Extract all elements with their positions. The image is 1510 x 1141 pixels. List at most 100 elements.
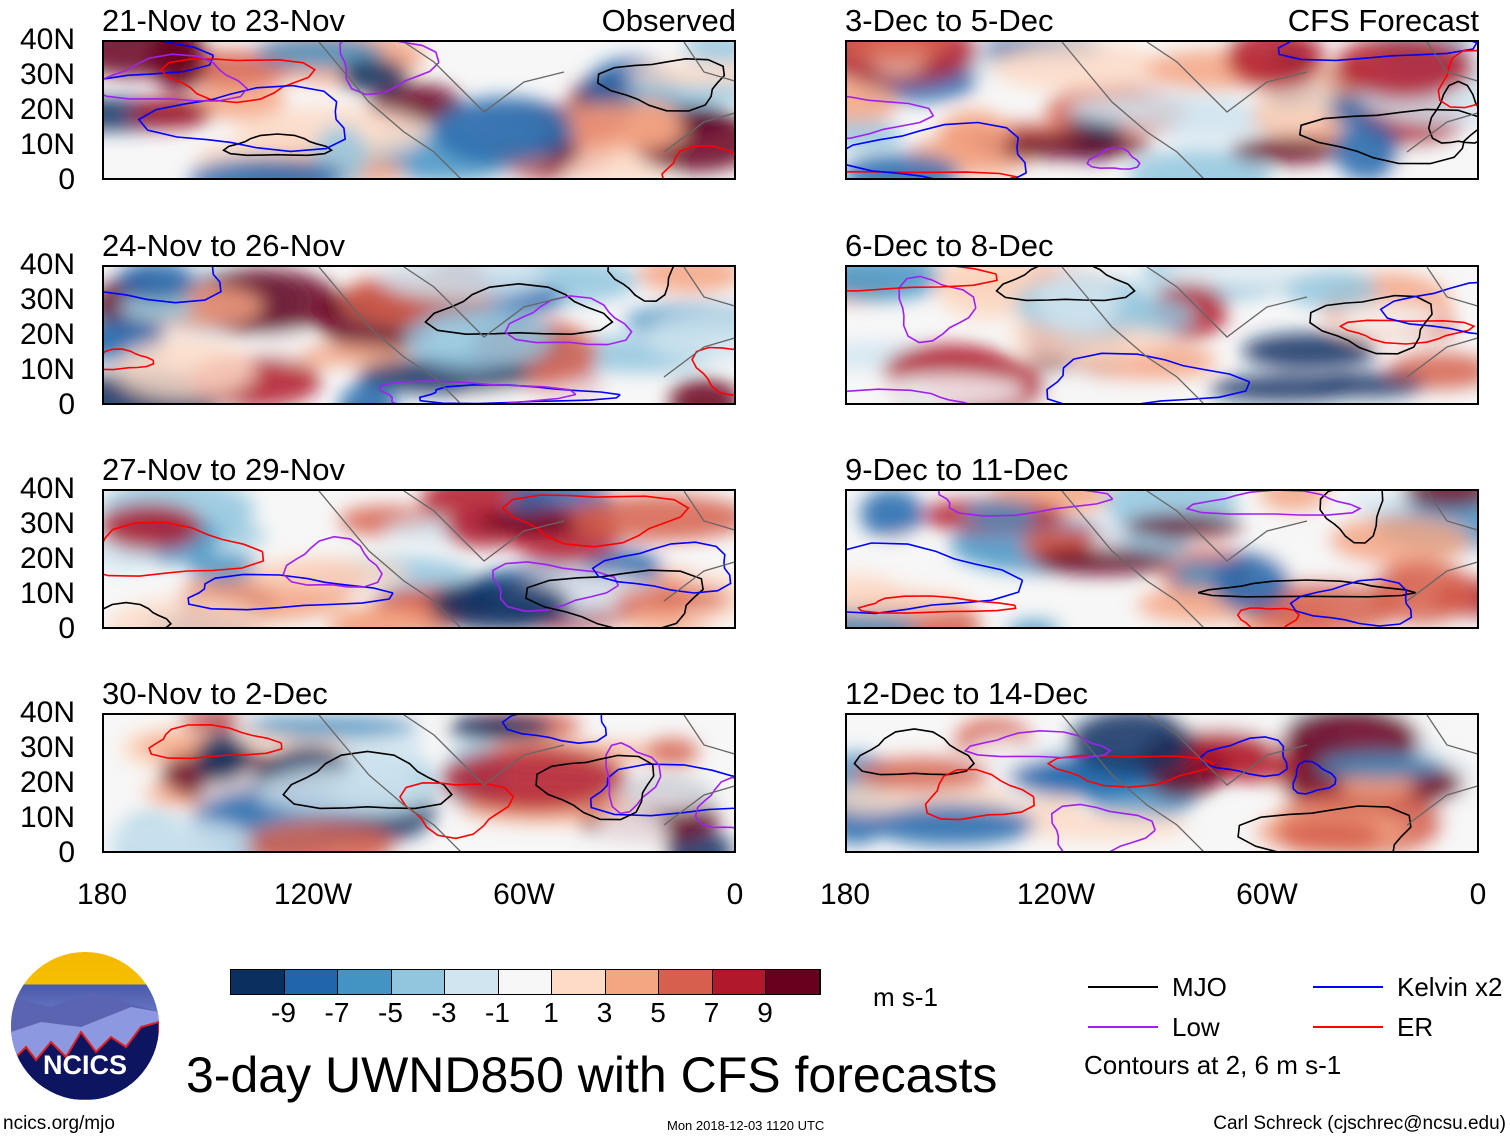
legend-line-mjo [1088,986,1158,988]
anomaly-blob [1308,372,1426,397]
anomaly-blob [1283,269,1379,309]
wave-contour [938,491,1114,517]
wave-contour [535,754,655,821]
anomaly-blob [253,326,308,366]
legend-line-low [1088,1026,1158,1028]
colorbar-label: -1 [485,997,510,1028]
coastline [318,715,734,851]
lat-label: 40N [19,248,75,281]
anomaly-blob [550,102,686,152]
footer-author: Carl Schreck (cjschrec@ncsu.edu) [1213,1113,1506,1134]
anomaly-blob [989,42,1165,92]
anomaly-blob [106,597,273,627]
anomaly-blob [847,588,969,615]
panel-title: 9-Dec to 11-Dec [845,452,1069,487]
legend-line-er [1313,1026,1383,1028]
anomaly-blob [104,42,198,78]
anomaly-blob [1124,514,1243,538]
lon-label: 0 [726,878,744,911]
wave-contour [1199,736,1288,778]
anomaly-blob [1259,491,1328,512]
anomaly-blob [195,732,250,783]
lon-label: 180 [819,878,871,911]
anomaly-blob [847,267,947,301]
colorbar-swatch [338,970,392,994]
wave-contour [853,728,976,776]
legend-label: MJO [1172,972,1227,1002]
anomaly-blob [339,58,408,94]
wave-contour [148,723,283,760]
wave-contour [605,742,662,815]
anomaly-blob [1333,119,1400,178]
coastline [318,491,734,627]
panel-title: 24-Nov to 26-Nov [102,228,345,263]
panel-source: Observed [601,3,736,38]
anomaly-blob [254,767,432,814]
lat-label: 20N [19,542,75,575]
anomaly-blob [682,42,734,63]
lat-label: 30N [19,58,75,91]
anomaly-blob [847,121,904,151]
wave-contour [694,776,734,829]
anomaly-blob [1127,149,1271,178]
mountain-graphic [11,992,159,1100]
wave-contour [1379,281,1477,335]
wave-contour [847,121,1027,178]
wave-contour [1086,146,1141,170]
anomaly-blob [245,715,419,738]
anomaly-blob [1328,516,1471,566]
anomaly-blob [1230,136,1344,164]
wave-contour [1236,607,1300,627]
map-panel [845,489,1479,629]
wave-contour [1437,49,1477,109]
lon-label: 180 [76,878,128,911]
lat-label: 10N [19,577,75,610]
anomaly-blob [188,157,344,178]
legend-label: ER [1397,1012,1434,1042]
anomaly-blob [1034,270,1121,333]
lat-label: 20N [19,318,75,351]
wind-field [847,42,1477,178]
wave-contour [857,595,1017,614]
lon-label: 60W [493,878,555,911]
anomaly-blob [1009,620,1058,627]
anomaly-blob [1226,42,1325,89]
wave-contour [591,541,732,594]
anomaly-blob [1402,491,1477,510]
anomaly-blob [847,611,918,627]
map-panel [102,489,736,629]
wave-contour [847,95,935,140]
anomaly-blob [1012,795,1081,817]
map-panel [102,713,736,853]
colorbar-label: 7 [703,997,720,1028]
wave-contour [137,84,347,153]
legend-line-kelvin-x2 [1313,986,1383,988]
anomaly-blob [339,382,397,403]
wave-contour [504,295,633,346]
map-panel [102,40,736,180]
wave-contour [501,715,608,745]
lon-label: 0 [1469,878,1487,911]
anomaly-blob [1334,42,1475,99]
anomaly-blob [434,96,574,165]
lat-label: 10N [19,128,75,161]
figure-title: 3-day UWND850 with CFS forecasts [186,1047,998,1103]
anomaly-blob [645,738,699,766]
anomaly-blob [1033,547,1173,575]
wave-contour [847,542,1024,615]
anomaly-blob [116,267,196,302]
anomaly-blob [313,125,368,178]
colorbar-units: m s-1 [873,982,938,1012]
wave-contour [104,267,222,304]
anomaly-blob [568,494,734,542]
colorbar-label: 9 [757,997,773,1028]
lat-label: 0 [58,836,75,869]
anomaly-blob [637,267,734,294]
map-panel [845,40,1479,180]
contour-note: Contours at 2, 6 m s-1 [1084,1050,1342,1080]
anomaly-blob [118,293,194,323]
lat-label: 40N [19,23,75,56]
wave-contour [104,42,215,80]
anomaly-blob [336,605,440,627]
